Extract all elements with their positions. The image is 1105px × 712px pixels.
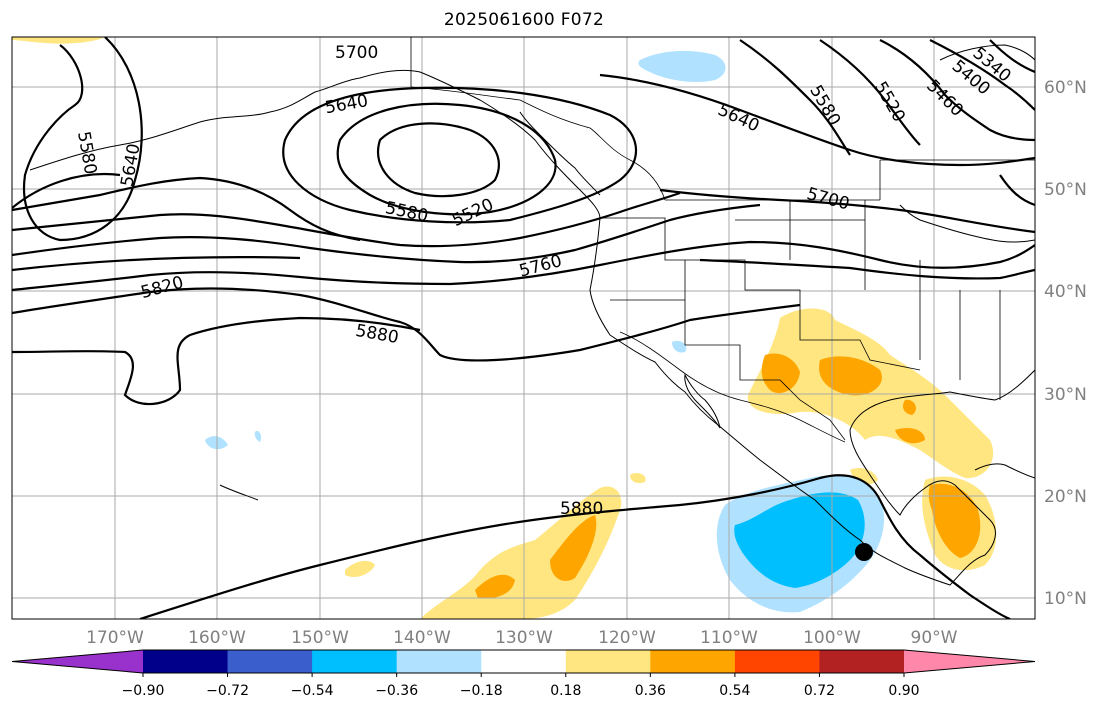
colorbar-segment: [565, 650, 651, 673]
map-plot-area: 5700 5640 5580 5640 5580 5520 5640 5580 …: [12, 37, 1035, 619]
colorbar-tick-label: −0.18: [460, 683, 503, 699]
colorbar-segments: [11, 649, 1036, 674]
lon-label: 150°W: [291, 628, 349, 648]
colorbar-segment: [481, 650, 567, 673]
lon-label: 100°W: [803, 628, 861, 648]
colorbar-segment: [396, 650, 482, 673]
colorbar-extend-min: [12, 650, 143, 673]
lon-label: 160°W: [188, 628, 246, 648]
colorbar-tick-label: 0.18: [550, 683, 581, 699]
colorbar-tick-label: −0.90: [122, 683, 165, 699]
lat-label: 20°N: [1044, 487, 1087, 507]
lat-label: 30°N: [1044, 385, 1087, 405]
lon-label: 120°W: [598, 628, 656, 648]
colorbar-tick-label: 0.90: [888, 683, 919, 699]
lat-label: 50°N: [1044, 180, 1087, 200]
colorbar-tick-label: −0.72: [206, 683, 249, 699]
colorbar-tick-label: 0.72: [804, 683, 835, 699]
coastlines: [29, 44, 1035, 586]
positive-anomaly-shading: [12, 37, 997, 619]
colorbar-segment: [143, 650, 229, 673]
colorbar-tick-label: 0.54: [719, 683, 750, 699]
political-borders: [410, 37, 1035, 443]
longitude-axis: 170°W 160°W 150°W 140°W 130°W 120°W 110°…: [86, 628, 958, 648]
lon-label: 90°W: [911, 628, 958, 648]
colorbar-tick-label: −0.36: [375, 683, 418, 699]
location-marker: [855, 543, 873, 561]
colorbar: −0.90 −0.72 −0.54 −0.36 −0.18 0.18 0.36 0.54 0.7…: [11, 649, 1036, 699]
lon-label: 130°W: [495, 628, 553, 648]
map-title: 2025061600 F072: [443, 10, 605, 30]
map-frame: [11, 36, 1036, 620]
latitude-axis: 60°N 50°N 40°N 30°N 20°N 10°N: [1044, 78, 1087, 609]
colorbar-segment: [650, 650, 736, 673]
colorbar-tick-label: −0.54: [291, 683, 334, 699]
lat-label: 60°N: [1044, 78, 1087, 98]
colorbar-extend-max: [904, 650, 1035, 673]
height-contours: [12, 37, 1035, 619]
lon-label: 140°W: [393, 628, 451, 648]
contour-label: 5880: [560, 499, 603, 519]
colorbar-ticks: −0.90 −0.72 −0.54 −0.36 −0.18 0.18 0.36 0.54 0.7…: [122, 673, 920, 699]
colorbar-tick-label: 0.36: [635, 683, 666, 699]
colorbar-segment: [734, 650, 820, 673]
lat-label: 10°N: [1044, 589, 1087, 609]
lon-label: 110°W: [700, 628, 758, 648]
colorbar-segment: [227, 650, 313, 673]
lat-label: 40°N: [1044, 282, 1087, 302]
map-gridlines: [12, 37, 1035, 619]
colorbar-segment: [312, 650, 398, 673]
colorbar-segment: [819, 650, 905, 673]
lon-label: 170°W: [86, 628, 144, 648]
contour-label: 5700: [335, 43, 378, 63]
